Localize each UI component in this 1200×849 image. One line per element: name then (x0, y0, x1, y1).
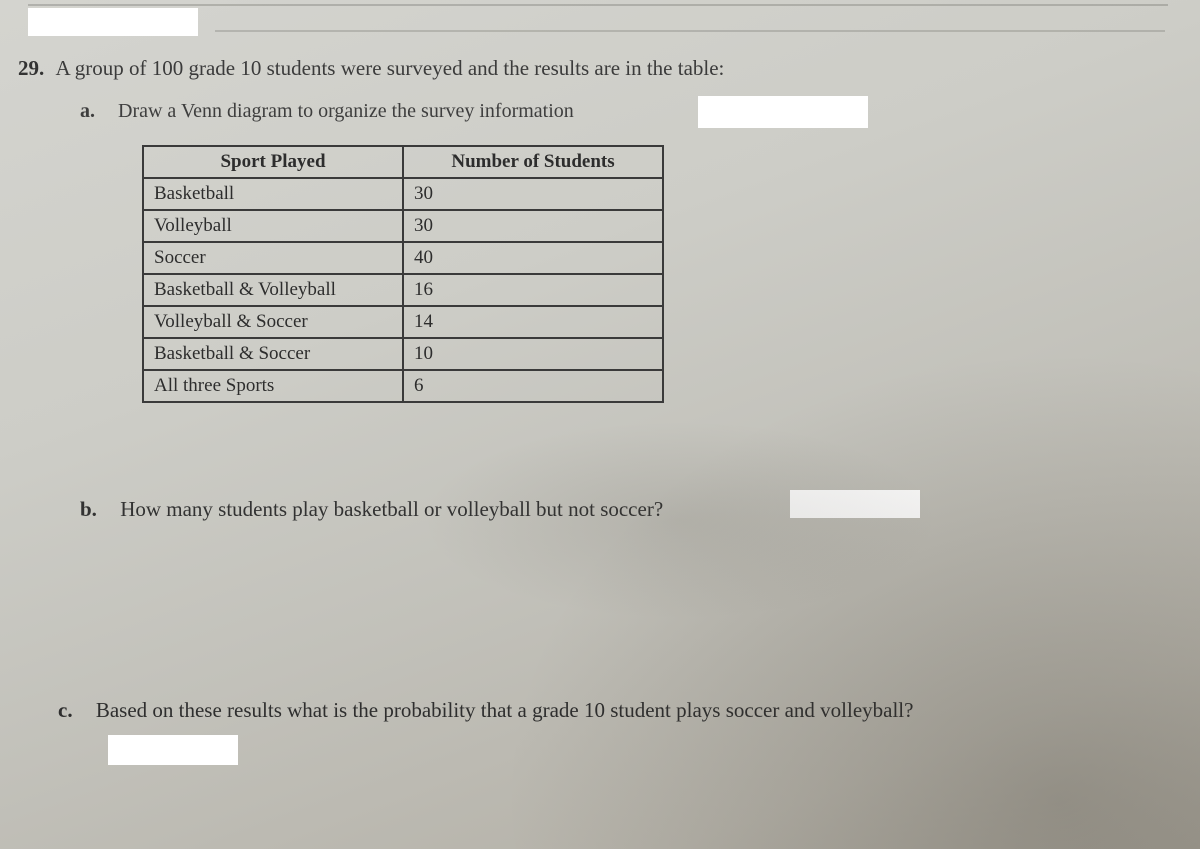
cell-count: 14 (403, 306, 663, 338)
cell-count: 10 (403, 338, 663, 370)
cell-count: 30 (403, 178, 663, 210)
survey-table-wrap: Sport Played Number of Students Basketba… (142, 145, 664, 403)
cell-sport: Volleyball (143, 210, 403, 242)
cell-sport: All three Sports (143, 370, 403, 402)
redaction-block (108, 735, 238, 765)
survey-table: Sport Played Number of Students Basketba… (142, 145, 664, 403)
cell-count: 16 (403, 274, 663, 306)
part-c-text: Based on these results what is the proba… (96, 698, 914, 722)
redaction-block (698, 96, 868, 128)
photo-vignette (500, 349, 1200, 849)
part-c: c. Based on these results what is the pr… (58, 698, 1178, 723)
table-row: Soccer 40 (143, 242, 663, 274)
cell-sport: Soccer (143, 242, 403, 274)
cell-count: 30 (403, 210, 663, 242)
table-row: Basketball 30 (143, 178, 663, 210)
part-a-text: Draw a Venn diagram to organize the surv… (118, 100, 574, 122)
redaction-block (28, 8, 198, 36)
question-text: A group of 100 grade 10 students were su… (56, 56, 725, 80)
cell-count: 6 (403, 370, 663, 402)
col-header-sport: Sport Played (143, 146, 403, 178)
part-b-text: How many students play basketball or vol… (120, 497, 663, 521)
part-a: a. Draw a Venn diagram to organize the s… (80, 100, 574, 123)
rule-line-top-2 (215, 30, 1165, 32)
cell-sport: Basketball & Soccer (143, 338, 403, 370)
cell-sport: Basketball & Volleyball (143, 274, 403, 306)
cell-count: 40 (403, 242, 663, 274)
cell-sport: Basketball (143, 178, 403, 210)
rule-line-top (28, 4, 1168, 6)
part-c-letter: c. (58, 698, 73, 722)
table-row: Basketball & Volleyball 16 (143, 274, 663, 306)
cell-sport: Volleyball & Soccer (143, 306, 403, 338)
table-row: All three Sports 6 (143, 370, 663, 402)
part-a-letter: a. (80, 100, 95, 122)
part-b: b. How many students play basketball or … (80, 497, 663, 522)
question-number: 29. (18, 56, 44, 80)
question-stem: 29. A group of 100 grade 10 students wer… (18, 56, 724, 81)
part-b-letter: b. (80, 497, 97, 521)
col-header-count: Number of Students (403, 146, 663, 178)
table-header-row: Sport Played Number of Students (143, 146, 663, 178)
table-row: Basketball & Soccer 10 (143, 338, 663, 370)
worksheet-page: 29. A group of 100 grade 10 students wer… (0, 0, 1200, 849)
table-row: Volleyball 30 (143, 210, 663, 242)
redaction-block (790, 490, 920, 518)
table-row: Volleyball & Soccer 14 (143, 306, 663, 338)
